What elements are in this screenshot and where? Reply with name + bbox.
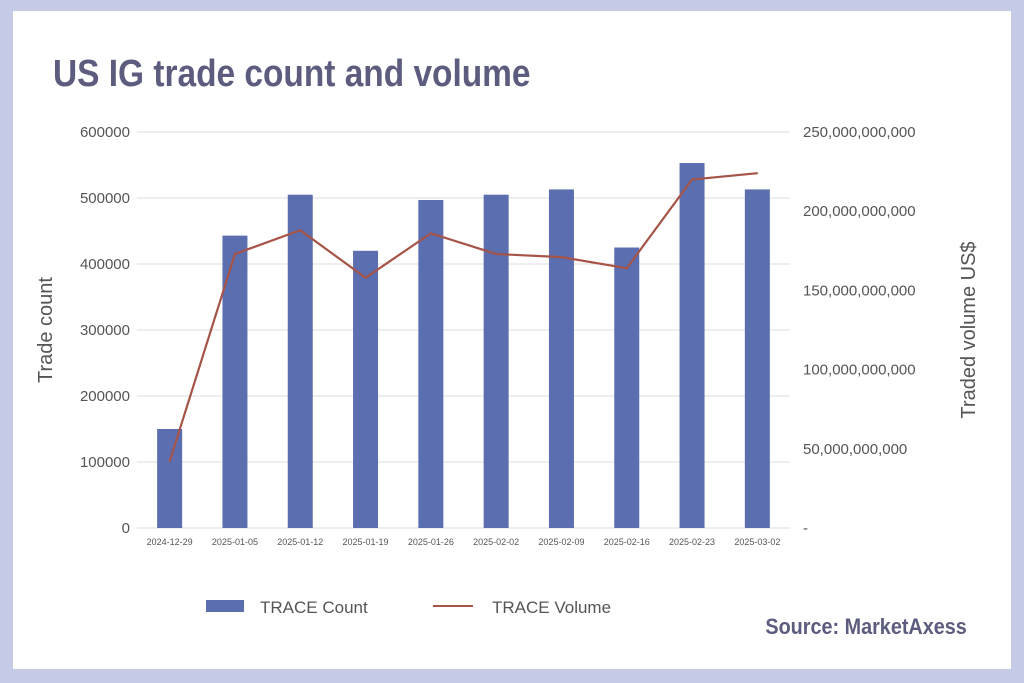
bar xyxy=(157,429,183,528)
line-point xyxy=(756,172,759,174)
x-tick-label: 2025-02-23 xyxy=(669,537,715,547)
x-tick-label: 2024-12-29 xyxy=(147,537,193,547)
bar xyxy=(744,189,770,529)
source-note: Source: MarketAxess xyxy=(765,614,967,639)
y-tick-label: 500000 xyxy=(80,190,130,207)
x-tick-label: 2025-02-09 xyxy=(538,537,584,547)
x-tick-label: 2025-01-19 xyxy=(343,537,389,547)
y2-tick-label: 150,000,000,000 xyxy=(803,282,916,299)
bar xyxy=(548,189,574,529)
x-tick-label: 2025-02-16 xyxy=(604,537,650,547)
y2-tick-label: 100,000,000,000 xyxy=(803,362,916,379)
y-tick-label: 200000 xyxy=(80,388,130,405)
x-tick-label: 2025-02-02 xyxy=(473,537,519,547)
y-tick-label: 400000 xyxy=(80,256,130,273)
y2-tick-label: 250,000,000,000 xyxy=(803,124,916,141)
line-point xyxy=(299,229,302,232)
line-point xyxy=(625,267,628,270)
volume-line xyxy=(168,172,758,462)
y2-axis-title: Traded volume US$ xyxy=(958,241,980,418)
line-point xyxy=(168,460,171,463)
bar xyxy=(287,194,313,528)
y-axis-title: Trade count xyxy=(35,277,57,383)
line-point xyxy=(234,253,236,255)
x-tick-label: 2025-01-26 xyxy=(408,537,454,547)
line-point xyxy=(560,256,563,258)
x-tick-label: 2025-03-02 xyxy=(734,537,780,547)
line-point xyxy=(364,276,367,279)
bar xyxy=(222,235,248,528)
y2-tick-label: 50,000,000,000 xyxy=(803,441,907,458)
legend-label-volume: TRACE Volume xyxy=(492,598,611,617)
y2-tick-label: 200,000,000,000 xyxy=(803,203,916,220)
bar xyxy=(353,250,379,529)
bar xyxy=(614,247,640,528)
y-tick-label: 100000 xyxy=(80,454,130,471)
bar xyxy=(679,163,705,528)
line-point xyxy=(691,178,693,181)
y-tick-label: 0 xyxy=(122,520,130,537)
chart-card: US IG trade count and volume Source: Mar… xyxy=(13,11,1011,669)
y-tick-label: 300000 xyxy=(80,322,130,339)
line-point xyxy=(430,232,432,235)
chart-title: US IG trade count and volume xyxy=(53,53,531,95)
x-tick-label: 2025-01-05 xyxy=(212,537,258,547)
line-point xyxy=(495,253,497,255)
y2-tick-label: - xyxy=(803,520,808,537)
bar xyxy=(483,194,509,528)
x-tick-label: 2025-01-12 xyxy=(277,537,323,547)
bar xyxy=(418,199,444,529)
legend-label-count: TRACE Count xyxy=(260,598,368,617)
legend-swatch-count xyxy=(206,600,244,612)
y-tick-label: 600000 xyxy=(80,124,130,141)
